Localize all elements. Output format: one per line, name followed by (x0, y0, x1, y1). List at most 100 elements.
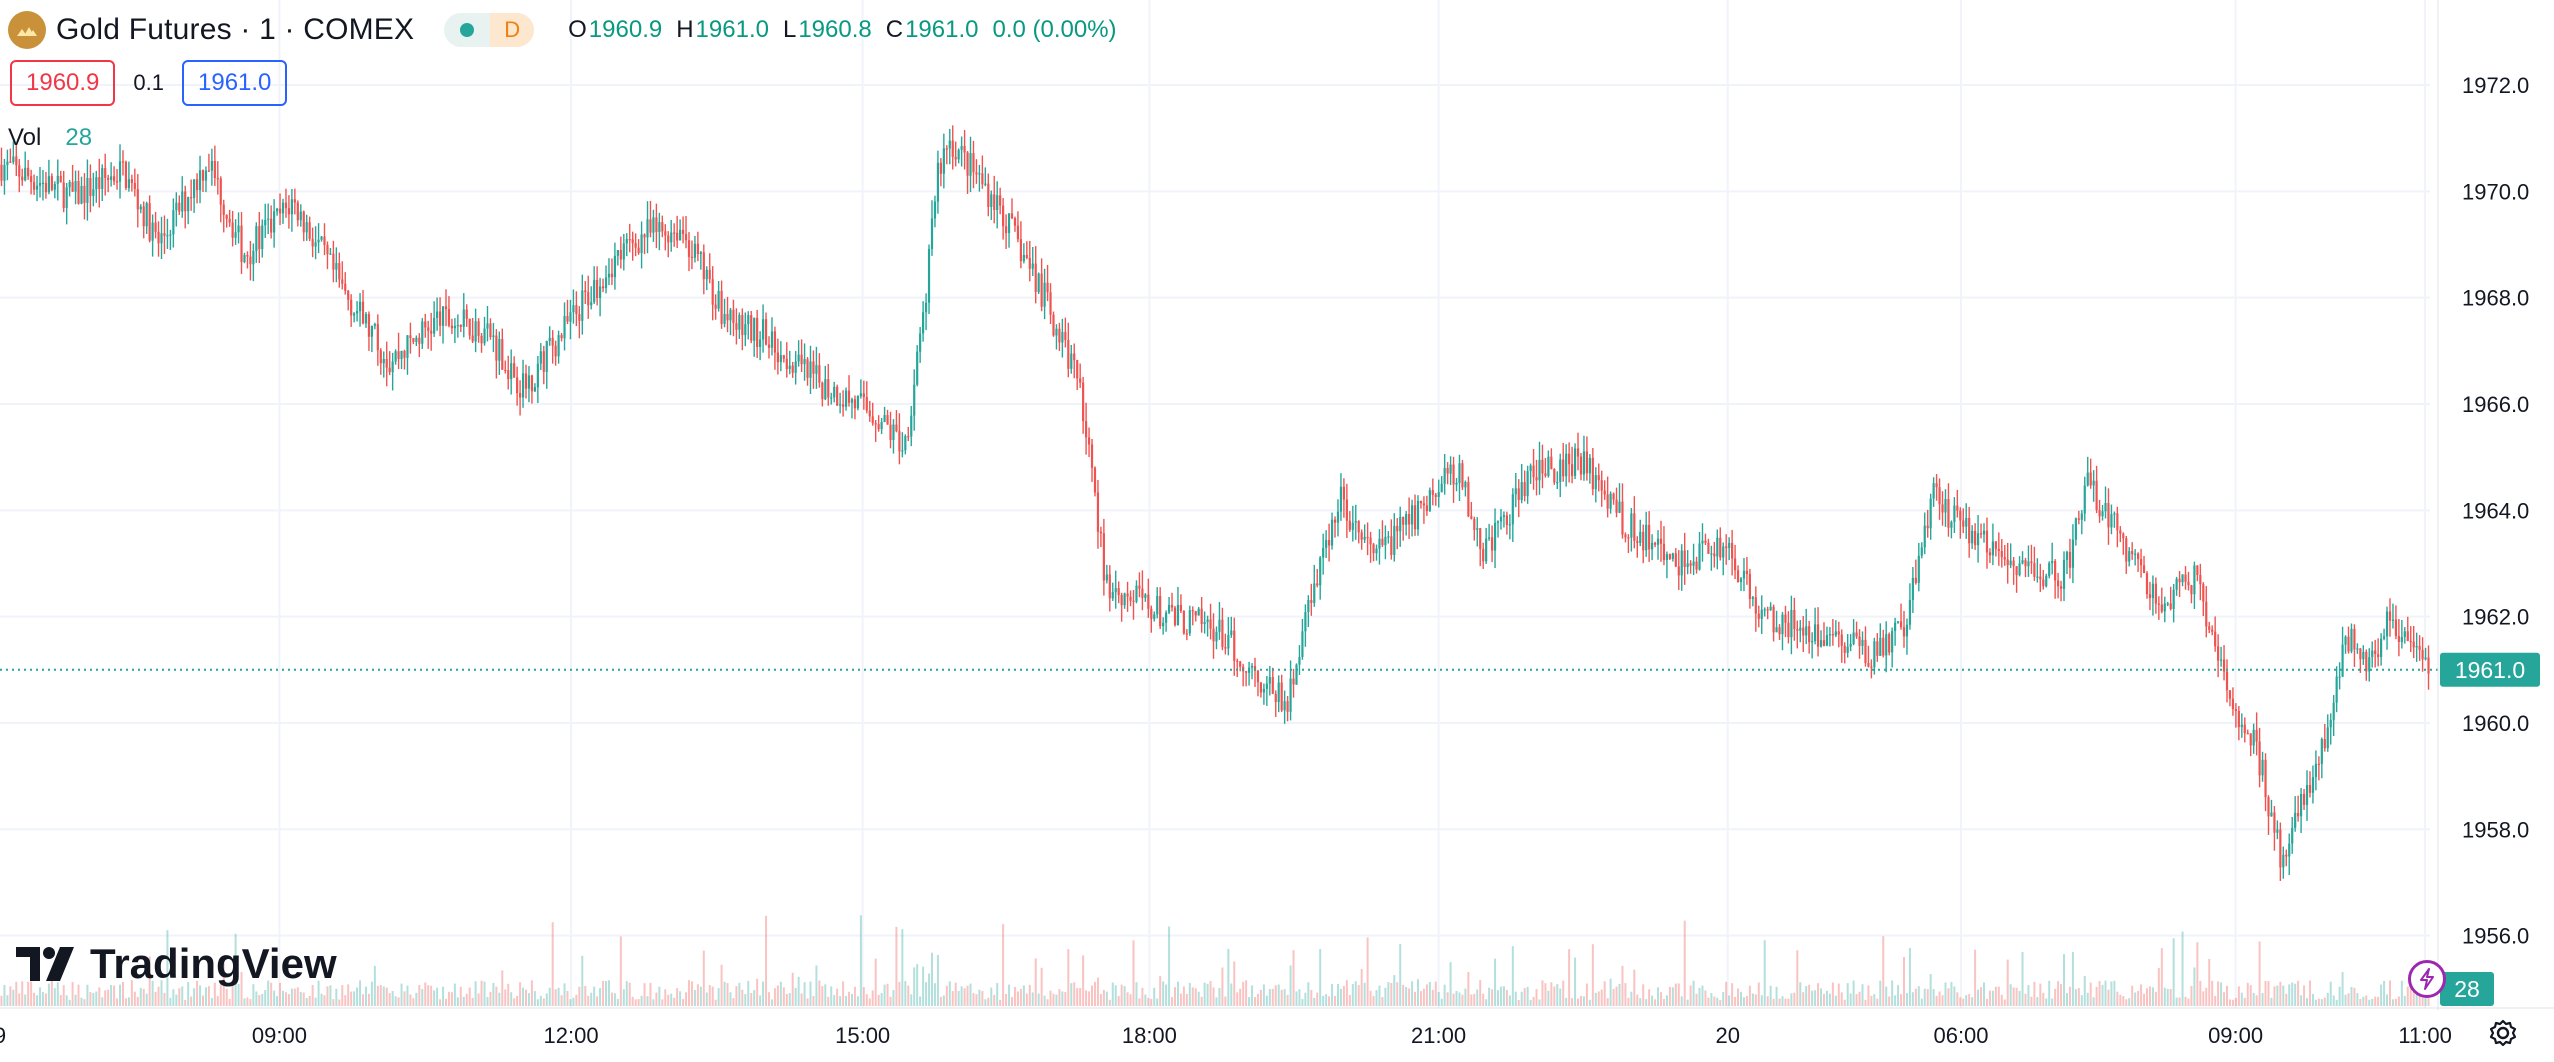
candle-body (1182, 610, 1185, 634)
candle-body (1342, 486, 1346, 500)
volume-bar (1126, 992, 1129, 1006)
tradingview-logo[interactable]: TradingView (16, 940, 337, 988)
sell-button[interactable]: 1960.9 (10, 60, 116, 106)
candle-body (827, 379, 830, 398)
candle-body (892, 424, 895, 441)
candle-body (1413, 505, 1417, 530)
volume-bar (181, 986, 184, 1006)
volume-bar (370, 981, 373, 1006)
candle-body (154, 222, 157, 232)
volume-bar (1452, 993, 1455, 1006)
candle-body (1162, 622, 1165, 627)
volume-bar (1811, 990, 1814, 1006)
candle-body (2285, 854, 2288, 857)
volume-bar (631, 996, 634, 1006)
candle-body (1523, 482, 1526, 497)
candle-body (2427, 657, 2430, 674)
candle-body (776, 352, 779, 363)
volume-bar (1233, 961, 1236, 1006)
candle-body (513, 363, 516, 378)
candle-body (1858, 636, 1861, 646)
market-status[interactable]: D (444, 13, 535, 47)
volume-bar (1962, 998, 1965, 1006)
volume-bar (2199, 981, 2202, 1006)
candle-body (2217, 646, 2220, 661)
candle-body (1327, 539, 1331, 546)
volume-bar (1052, 993, 1055, 1006)
candle-body (504, 369, 507, 372)
candle-body (50, 176, 53, 190)
volume-bar (1997, 986, 2000, 1006)
volume-bar (1446, 992, 1449, 1006)
candle-body (690, 256, 694, 259)
volume-bar (2326, 992, 2329, 1006)
candle-body (1698, 543, 1701, 570)
volume-bar (1254, 997, 1257, 1006)
volume-bar (1840, 992, 1843, 1006)
candle-body (1295, 664, 1298, 685)
volume-bar (1787, 998, 1790, 1006)
volume-bar (942, 995, 945, 1006)
volume-bar (1153, 987, 1156, 1006)
settings-gear-icon[interactable] (2488, 1018, 2518, 1053)
lightning-icon[interactable] (2408, 960, 2446, 998)
volume-bar (53, 988, 56, 1006)
volume-bar (47, 983, 50, 1006)
time-axis[interactable]: 909:0012:0015:0018:0021:002006:0009:0011… (0, 1007, 2554, 1048)
volume-bar (1147, 997, 1150, 1006)
volume-bar (302, 992, 305, 1006)
candle-body (1416, 500, 1420, 530)
volume-bar (830, 986, 833, 1006)
candle-body (2148, 594, 2152, 599)
candle-body (2190, 585, 2193, 595)
volume-bar (1671, 987, 1674, 1006)
volume-bar (1055, 994, 1058, 1006)
volume-bar (1950, 982, 1953, 1006)
volume-bar (2018, 990, 2021, 1006)
candle-body (2374, 650, 2377, 655)
gold-symbol-icon[interactable] (8, 11, 46, 49)
candle-body (53, 183, 56, 190)
volume-bar (287, 994, 290, 1006)
candle-body (142, 206, 145, 227)
candle-body (1899, 621, 1903, 628)
volume-bar (519, 982, 522, 1006)
symbol-title[interactable]: Gold Futures · 1 · COMEX (56, 13, 415, 46)
candle-body (1482, 548, 1485, 562)
candle-body (1419, 500, 1423, 504)
volume-bar (1585, 983, 1588, 1006)
candle-body (598, 286, 602, 298)
volume-bar (972, 993, 975, 1006)
candle-body (1070, 353, 1073, 369)
price-axis[interactable]: 1972.01970.01968.01966.01964.01962.01960… (2437, 0, 2529, 1010)
volume-bar (596, 996, 599, 1006)
candle-body (809, 361, 812, 378)
volume-bar (2303, 985, 2306, 1006)
candle-body (1505, 515, 1508, 525)
volume-bar (1025, 993, 1028, 1006)
volume-bar (1645, 999, 1648, 1006)
candle-body (1348, 520, 1351, 530)
buy-button[interactable]: 1961.0 (182, 60, 288, 106)
volume-bar (2371, 998, 2374, 1006)
candle-body (1565, 453, 1568, 477)
volume-legend[interactable]: Vol 28 (8, 124, 92, 152)
volume-bar (1138, 998, 1141, 1006)
candle-body (975, 172, 978, 175)
x-tick-label: 20 (1715, 1023, 1739, 1048)
volume-bar (2143, 993, 2146, 1006)
candle-body (1215, 631, 1218, 642)
volume-bar (175, 994, 178, 1006)
volume-bar (1805, 986, 1808, 1006)
candle-body (2077, 518, 2080, 520)
candle-body (258, 226, 261, 250)
volume-bar (2270, 997, 2273, 1006)
candle-body (1339, 486, 1343, 512)
volume-bar (2214, 996, 2217, 1006)
candle-body (299, 211, 302, 221)
candle-body (302, 211, 305, 233)
candle-body (24, 167, 27, 181)
y-tick-label: 1960.0 (2462, 711, 2529, 736)
candle-body (1710, 553, 1713, 555)
